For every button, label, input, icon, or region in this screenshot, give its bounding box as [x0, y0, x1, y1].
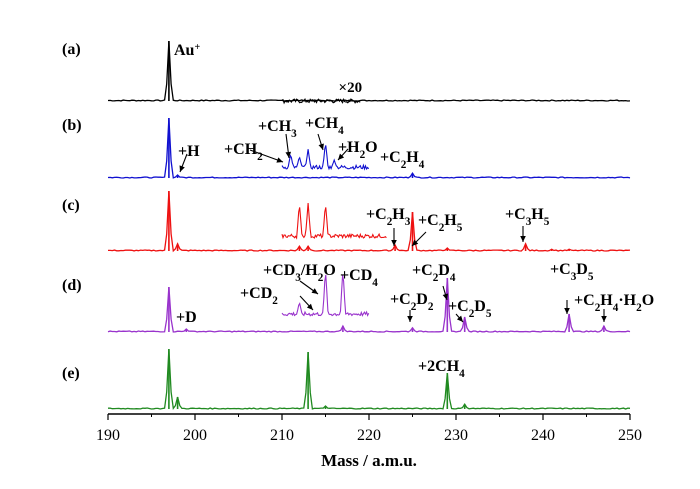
- peak-label-d-7: +C3D5: [550, 261, 594, 283]
- x-tick-label-3: 220: [357, 427, 381, 444]
- x-tick-label-0: 190: [96, 427, 120, 444]
- spectrum-trace-c: [108, 190, 631, 253]
- panel-e: (e) +2CH4: [62, 348, 631, 411]
- annotation-arrowhead-5: [391, 240, 397, 246]
- inset-trace-d: [281, 274, 370, 317]
- annotation-arrowhead-3: [318, 143, 324, 150]
- annotation-arrowhead-7: [520, 236, 526, 242]
- peak-label-e-0: +2CH4: [418, 358, 465, 380]
- peak-label-d-1: +CD2: [240, 285, 278, 307]
- peak-label-b-5: +C2H4: [380, 149, 425, 171]
- peak-label-c-2: +C3H5: [505, 206, 550, 228]
- peak-label-d-3: +CD4: [340, 267, 378, 289]
- spectrum-trace-a: [107, 40, 631, 102]
- peak-label-b-1: +CH2: [224, 141, 263, 163]
- annotation-arrowhead-11: [442, 293, 449, 300]
- spectrum-trace-d: [107, 277, 631, 333]
- annotation-arrowhead-14: [601, 316, 607, 322]
- panel-tag-b: (b): [62, 117, 82, 134]
- peak-label-b-2: +CH3: [258, 118, 297, 140]
- peak-label-b-4: +H2O: [338, 139, 378, 161]
- annotation-arrowhead-6: [412, 239, 419, 246]
- x-tick-label-5: 240: [531, 427, 555, 444]
- peak-label-b-0: +H: [178, 143, 200, 160]
- panel-tag-e: (e): [62, 365, 80, 382]
- inset-scale-label: ×20: [339, 80, 363, 96]
- x-tick-label-4: 230: [444, 427, 468, 444]
- x-tick-label-6: 250: [618, 427, 642, 444]
- peak-label-d-2: +CD3/H2O: [263, 262, 336, 284]
- panel-a: (a) ×20 Au+: [62, 40, 631, 105]
- annotation-arrowhead-2: [285, 151, 292, 158]
- panel-d: (d) +D +CD2+CD3/H2O +CD4 +C2D2 +C2D4 +C2D5 +C3D…: [62, 261, 654, 333]
- annotation-arrowhead-13: [564, 308, 570, 314]
- annotation-arrowhead-1: [276, 157, 283, 163]
- peak-label-c-0: +C2H3: [366, 206, 411, 228]
- spectrum-trace-b: [107, 117, 631, 179]
- panel-tag-c: (c): [62, 197, 80, 214]
- peak-label-d-0: +D: [176, 309, 197, 326]
- peak-label-d-5: +C2D4: [412, 262, 456, 284]
- inset-trace-b: [281, 145, 370, 171]
- peak-label-d-8: +C2H4·H2O: [574, 292, 654, 314]
- x-tick-label-1: 200: [183, 427, 207, 444]
- peak-label-c-1: +C2H5: [418, 212, 463, 234]
- inset-trace-a: [281, 97, 361, 105]
- x-tick-label-2: 210: [270, 427, 294, 444]
- inset-trace-c: [281, 202, 387, 240]
- peak-label-d-6: +C2D5: [448, 298, 492, 320]
- panel-c: (c) +C2H3 +C2H5 +C3H5: [62, 190, 631, 253]
- annotation-arrowhead-9: [311, 288, 318, 294]
- annotation-arrowhead-8: [306, 303, 313, 310]
- peak-label-b-3: +CH4: [305, 115, 344, 137]
- annotation-arrowhead-4: [338, 153, 345, 160]
- panel-b: (b) +H +CH2+CH3 +CH4+H2O+C2H4: [62, 115, 631, 179]
- annotation-arrowhead-0: [179, 165, 185, 172]
- peak-label-a-0: Au+: [174, 42, 200, 60]
- annotation-arrowhead-12: [456, 315, 463, 322]
- annotation-arrowhead-10: [407, 316, 413, 322]
- peak-label-d-4: +C2D2: [390, 291, 434, 313]
- x-axis-label: Mass / a.m.u.: [321, 451, 417, 470]
- panel-tag-a: (a): [62, 41, 81, 58]
- panel-tag-d: (d): [62, 277, 82, 294]
- spectrum-trace-e: [107, 348, 631, 411]
